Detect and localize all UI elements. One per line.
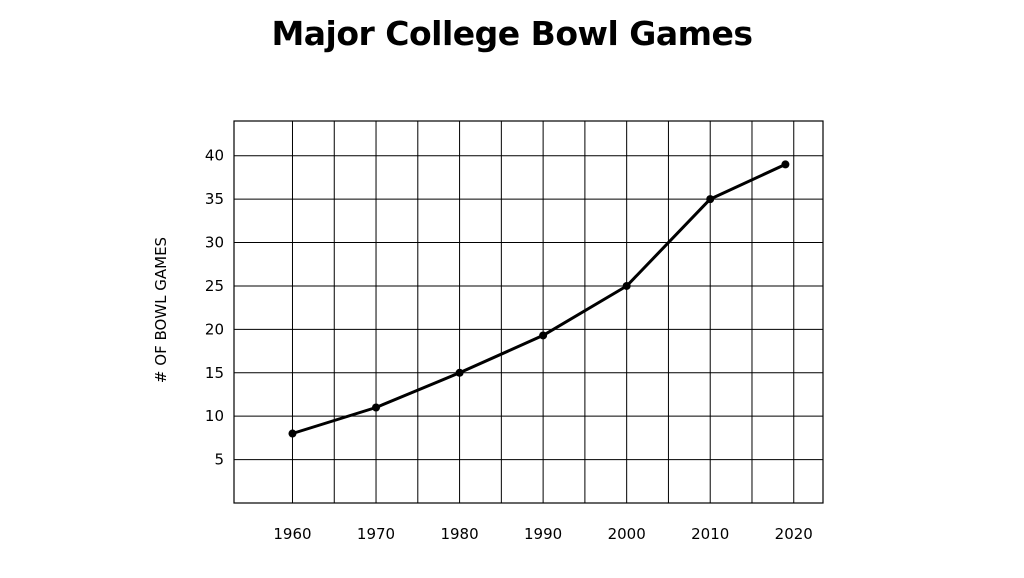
data-point — [455, 368, 464, 377]
data-point — [372, 403, 381, 412]
y-tick-label: 20 — [205, 320, 224, 338]
grid — [233, 120, 824, 504]
x-tick-label: 2010 — [691, 525, 729, 543]
y-tick-label: 30 — [205, 234, 224, 252]
plot-frame — [233, 120, 824, 504]
chart-title: Major College Bowl Games — [271, 14, 753, 53]
data-point — [706, 195, 715, 204]
data-point — [622, 281, 631, 290]
y-tick-label: 5 — [214, 451, 224, 469]
x-axis-ticks: 1960 1970 1980 1990 2000 2010 2020 — [273, 525, 812, 543]
y-tick-label: 10 — [205, 407, 224, 425]
x-tick-label: 1990 — [524, 525, 562, 543]
x-tick-label: 2020 — [775, 525, 813, 543]
x-tick-label: 1980 — [440, 525, 478, 543]
data-point — [288, 429, 297, 438]
y-tick-label: 40 — [205, 147, 224, 165]
series-layer — [288, 160, 790, 438]
y-tick-label: 25 — [205, 277, 224, 295]
data-point — [781, 160, 790, 169]
data-point — [539, 331, 548, 340]
x-tick-label: 2000 — [608, 525, 646, 543]
y-axis-title: # OF BOWL GAMES — [152, 237, 170, 383]
y-axis-ticks: 5 10 15 20 25 30 35 40 — [205, 147, 224, 469]
x-tick-label: 1970 — [357, 525, 395, 543]
y-tick-label: 35 — [205, 190, 224, 208]
x-tick-label: 1960 — [273, 525, 311, 543]
y-tick-label: 15 — [205, 364, 224, 382]
series-line — [292, 163, 787, 435]
